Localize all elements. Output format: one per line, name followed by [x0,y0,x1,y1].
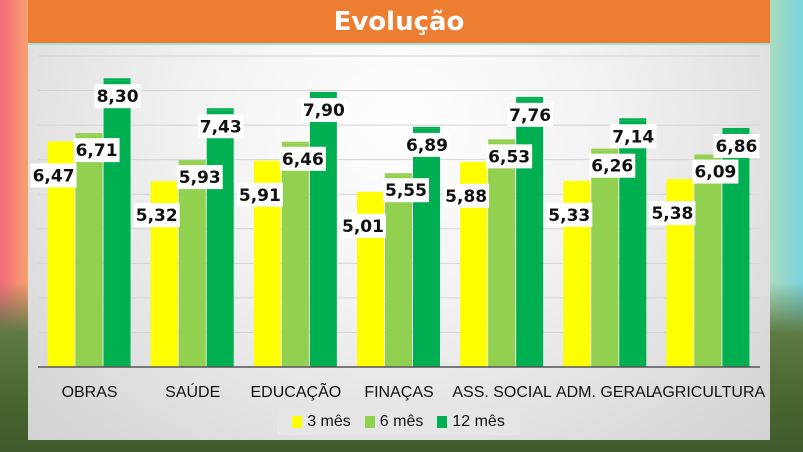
bar [309,94,337,367]
bar [516,98,544,368]
bar [206,110,234,367]
data-label: 6,71 [76,141,118,161]
data-label-box [692,159,739,184]
data-label-box [486,144,533,169]
data-label-box [133,203,180,228]
data-label: 5,32 [136,206,178,226]
chart-legend: 3 mês 6 mês 12 mês [277,408,520,435]
legend-label: 6 mês [379,412,424,430]
legend-item: 12 mês [437,412,505,431]
category-label: FINAÇAS [364,384,433,401]
data-label: 6,47 [33,166,75,186]
data-label-box [197,114,244,139]
legend-swatch [292,415,303,428]
data-label-box [610,124,657,149]
data-label: 5,91 [239,186,281,206]
bar [591,150,619,367]
category-label: ASS. SOCIAL [452,384,552,401]
data-label-box [383,178,429,203]
data-label-box [507,102,554,127]
category-label: OBRAS [62,384,118,401]
data-label: 5,88 [445,187,487,207]
data-label: 7,76 [509,106,551,126]
data-label-box [30,163,77,188]
bar [103,80,131,367]
data-label: 5,93 [179,168,221,188]
category-label: AGRICULTURA [652,384,766,401]
data-label: 5,38 [651,204,693,224]
bar [488,141,516,367]
data-label: 7,90 [303,101,345,121]
data-label: 7,14 [612,127,654,147]
legend-item: 3 mês [292,413,351,431]
data-label-box [713,133,760,158]
data-label-box [279,146,326,171]
data-label: 8,30 [97,87,139,107]
legend-item: 6 mês [364,412,424,431]
data-label-box [94,84,141,109]
bar [281,143,309,367]
bar [385,175,412,367]
data-label: 7,43 [200,117,242,137]
data-label-box [176,165,223,190]
data-label-box [73,138,120,163]
data-label-box [300,98,347,123]
data-label-box [443,183,490,208]
data-label-box [546,202,593,227]
legend-swatch [364,415,375,428]
data-label: 5,01 [342,217,384,237]
data-label: 5,33 [548,206,590,226]
legend-label: 3 mês [307,412,351,430]
data-label: 6,09 [694,163,736,183]
data-label: 5,55 [385,181,427,201]
data-label: 6,89 [406,136,448,156]
data-label-box [589,153,636,178]
data-label: 6,53 [488,147,530,167]
page-title: Evolução [333,6,465,37]
category-label: SAÚDE [165,382,220,401]
data-label-box [649,201,696,226]
bar [694,156,722,367]
bar [178,162,206,367]
data-label-box [236,182,283,207]
data-label: 6,46 [282,150,324,170]
data-label: 6,26 [591,157,633,177]
bar [75,135,103,367]
data-label: 6,86 [715,137,757,157]
data-label-box [340,213,386,238]
category-label: EDUCAÇÃO [251,381,342,401]
bar [413,128,440,367]
legend-swatch [437,415,448,428]
data-label-box [404,132,450,157]
legend-label: 12 mês [452,412,505,430]
category-label: ADM. GERAL [556,384,655,401]
title-bar: Evolução [28,0,770,45]
